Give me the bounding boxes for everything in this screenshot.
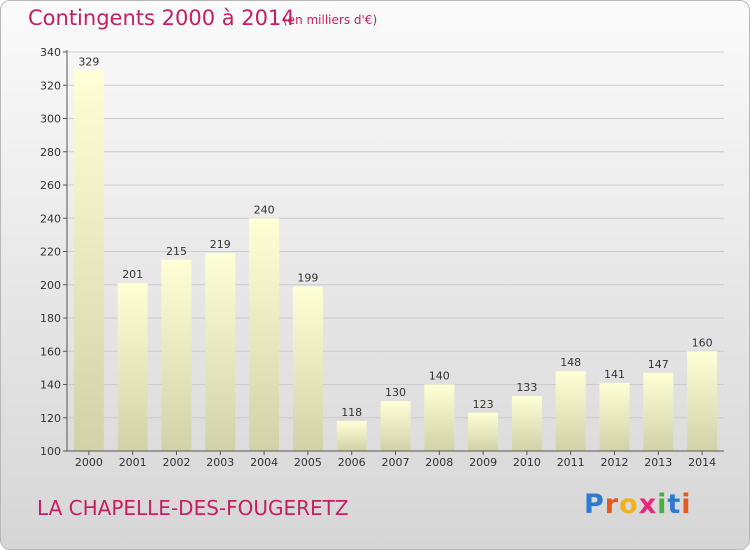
x-tick-label: 2013	[644, 456, 672, 469]
bar	[468, 412, 499, 451]
logo-letter: r	[604, 489, 620, 520]
data-label: 160	[692, 336, 713, 349]
data-label: 147	[648, 358, 669, 371]
data-label: 215	[166, 245, 187, 258]
data-label: 240	[254, 203, 275, 216]
bar	[599, 382, 630, 451]
x-tick-label: 2011	[557, 456, 585, 469]
data-label: 199	[297, 271, 318, 284]
axes	[63, 50, 724, 455]
data-label: 123	[473, 398, 494, 411]
bars	[73, 70, 718, 451]
x-tick-label: 2000	[75, 456, 103, 469]
y-tick-label: 300	[40, 113, 61, 126]
bar	[687, 351, 718, 451]
bar	[205, 253, 236, 451]
y-tick-label: 160	[40, 345, 61, 358]
bar	[380, 401, 411, 451]
logo-letter: i	[681, 489, 692, 520]
y-tick-label: 220	[40, 246, 61, 259]
x-tick-label: 2010	[513, 456, 541, 469]
chart-subtitle: (en milliers d'€)	[283, 13, 378, 27]
bar	[117, 283, 148, 451]
data-label: 201	[122, 268, 143, 281]
data-label: 130	[385, 386, 406, 399]
y-tick-label: 280	[40, 146, 61, 159]
x-tick-label: 2001	[119, 456, 147, 469]
logo-letter: t	[667, 489, 682, 520]
y-tick-label: 120	[40, 412, 61, 425]
logo-letter: i	[657, 489, 668, 520]
labels: 100 120 140 160 180 200 220 240 260 280 300 320 340 3…	[40, 46, 716, 469]
y-tick-label: 200	[40, 279, 61, 292]
bar	[249, 218, 280, 451]
x-tick-label: 2003	[206, 456, 234, 469]
bar	[292, 286, 323, 451]
x-tick-label: 2014	[688, 456, 716, 469]
bar	[424, 384, 455, 451]
y-tick-label: 100	[40, 445, 61, 458]
x-tick-label: 2009	[469, 456, 497, 469]
logo-letter: x	[638, 489, 658, 520]
commune-name: LA CHAPELLE-DES-FOUGERETZ	[37, 496, 349, 520]
y-tick-label: 240	[40, 212, 61, 225]
bar	[73, 70, 104, 451]
data-label: 329	[78, 55, 99, 68]
data-label: 140	[429, 370, 450, 383]
data-label: 133	[516, 381, 537, 394]
data-label: 141	[604, 368, 625, 381]
data-label: 118	[341, 406, 362, 419]
x-tick-label: 2004	[250, 456, 278, 469]
y-tick-label: 320	[40, 79, 61, 92]
x-tick-label: 2007	[382, 456, 410, 469]
x-tick-label: 2005	[294, 456, 322, 469]
logo-letter: P	[584, 489, 605, 520]
x-tick-label: 2006	[338, 456, 366, 469]
bar	[555, 371, 586, 451]
y-tick-label: 260	[40, 179, 61, 192]
data-label: 219	[210, 238, 231, 251]
x-tick-label: 2002	[163, 456, 191, 469]
data-label: 148	[560, 356, 581, 369]
bar	[161, 259, 192, 451]
y-tick-label: 340	[40, 46, 61, 59]
x-tick-label: 2012	[601, 456, 629, 469]
bar	[643, 372, 674, 451]
x-tick-label: 2008	[425, 456, 453, 469]
y-tick-label: 180	[40, 312, 61, 325]
bar	[511, 396, 542, 451]
chart-title: Contingents 2000 à 2014	[28, 6, 295, 30]
bar	[336, 421, 367, 451]
y-tick-label: 140	[40, 379, 61, 392]
proxiti-logo[interactable]: Proxiti	[584, 489, 692, 520]
logo-letter: o	[619, 489, 639, 520]
